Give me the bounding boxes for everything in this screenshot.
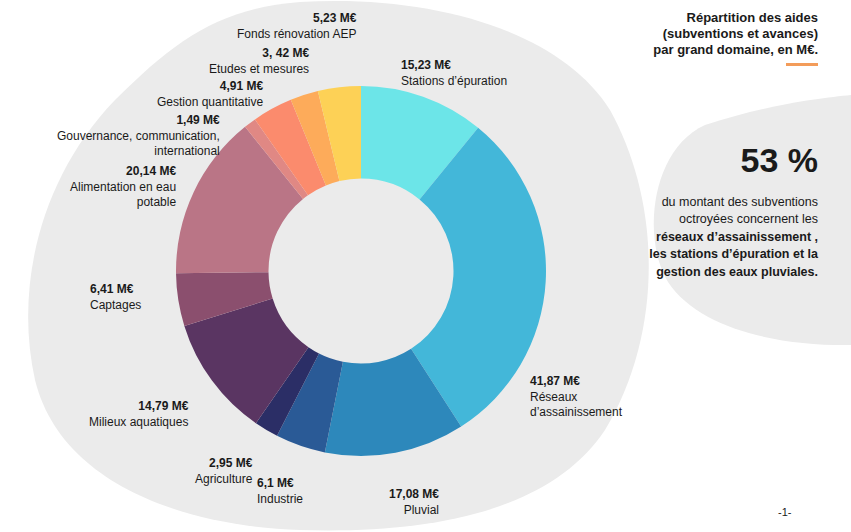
svg-text:3, 42 M€Etudes et mesures: 3, 42 M€Etudes et mesures <box>209 46 309 76</box>
svg-text:41,87 M€Réseauxd’assainissemen: 41,87 M€Réseauxd’assainissement <box>530 374 623 419</box>
svg-text:6,1 M€Industrie: 6,1 M€Industrie <box>257 476 303 506</box>
html-text:Répartition des aides: Répartition des aides <box>686 10 818 25</box>
svg-text:20,14 M€Alimentation en eaupot: 20,14 M€Alimentation en eaupotable <box>70 164 176 209</box>
svg-text:2,95 M€Agriculture: 2,95 M€Agriculture <box>195 456 253 486</box>
svg-text:5,23 M€Fonds rénovation AEP: 5,23 M€Fonds rénovation AEP <box>237 11 357 41</box>
svg-text:1,49 M€Gouvernance, communicat: 1,49 M€Gouvernance, communication,intern… <box>57 113 220 158</box>
svg-text:15,23 M€Stations d’épuration: 15,23 M€Stations d’épuration <box>401 58 507 88</box>
html-text:(subventions et avances): (subventions et avances) <box>662 26 818 41</box>
svg-text:17,08 M€Pluvial: 17,08 M€Pluvial <box>389 487 439 517</box>
svg-text:14,79 M€Milieux aquatiques: 14,79 M€Milieux aquatiques <box>89 399 189 429</box>
svg-text:6,41 M€Captages: 6,41 M€Captages <box>90 282 141 312</box>
html-text:réseaux d’assainissement , les: réseaux d’assainissement , les stations … <box>649 229 818 279</box>
svg-text:4,91 M€Gestion quantitative: 4,91 M€Gestion quantitative <box>157 79 263 109</box>
html-text:du montant des subventions oct: du montant des subventions octroyées con… <box>661 195 818 227</box>
html-text:par grand domaine, en M€.: par grand domaine, en M€. <box>653 42 818 57</box>
html-text:53 %: 53 % <box>740 141 818 179</box>
html-text:-1-: -1- <box>778 506 792 518</box>
